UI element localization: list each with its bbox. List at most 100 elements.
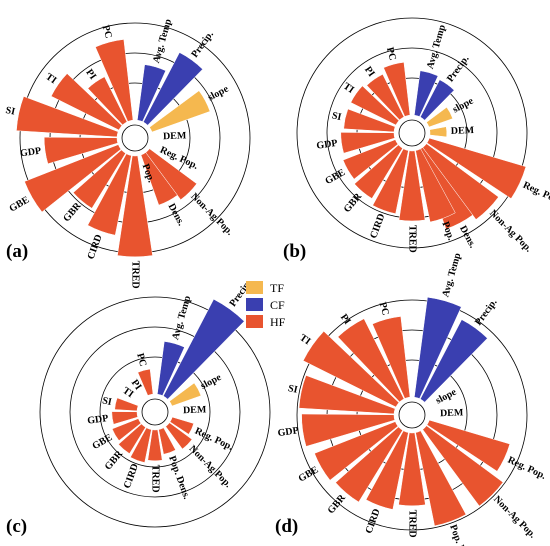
label-gdp: GDP <box>87 413 109 427</box>
legend-swatch-tf <box>246 281 263 294</box>
label-cird: CIRD <box>122 462 141 490</box>
label-tred: TRED <box>407 510 418 538</box>
bar-precip <box>419 319 488 403</box>
bar-tred <box>398 432 426 507</box>
label-si: SI <box>287 383 299 396</box>
panel-letter: (d) <box>275 516 298 537</box>
bar-gdp <box>301 413 396 447</box>
bar-slope <box>426 106 454 128</box>
bar-si <box>343 108 396 133</box>
ring-3 <box>69 326 241 498</box>
bar-ti <box>302 330 400 408</box>
label-pc: PC <box>100 24 114 40</box>
bar-pop-dens <box>158 427 176 455</box>
bar-pi <box>87 76 128 126</box>
label-gdp: GDP <box>277 425 299 439</box>
label-cird: CIRD <box>86 233 105 261</box>
bar-gdp <box>111 411 139 425</box>
bar-reg-pop <box>426 419 511 472</box>
bar-gbr <box>335 426 403 503</box>
legend-swatch-hf <box>246 315 263 328</box>
bar-avg-temp <box>414 296 462 399</box>
bar-gbe <box>314 421 399 481</box>
label-precip: Precip. <box>189 29 216 60</box>
bar-precip <box>142 52 203 126</box>
bar-slope <box>169 382 202 407</box>
ring-1 <box>398 119 426 147</box>
legend: TF CF HF <box>246 281 286 329</box>
label-gbe: GBE <box>8 194 32 214</box>
label-non-ag-pop: Non-Ag Pop. <box>487 208 534 255</box>
bar-tred <box>117 155 153 258</box>
label-gbr: GBR <box>326 492 349 516</box>
bar-si <box>114 397 139 412</box>
label-precip: Precip. <box>473 297 500 328</box>
bar-pc <box>372 316 411 399</box>
bar-tred <box>398 150 426 222</box>
bar-dem <box>429 126 448 138</box>
legend-label-tf: TF <box>270 281 284 295</box>
label-pi: PI <box>83 67 98 82</box>
label-non-ag-pop: Non-Ag Pop. <box>188 191 235 238</box>
bar-non-ag-pop <box>145 148 198 201</box>
ring-4 <box>296 17 528 249</box>
bar-non-ag-pop <box>165 422 193 450</box>
bar-dens <box>417 147 474 230</box>
label-reg-pop: Reg. Pop. <box>506 455 548 482</box>
bar-ti <box>350 85 400 126</box>
label-avg-temp: Avg. Temp <box>425 23 448 70</box>
bar-cird <box>365 430 409 510</box>
label-pi: PI <box>362 65 377 80</box>
panel-letter: (a) <box>6 241 28 262</box>
label-slope: slope <box>199 372 224 392</box>
bar-pc <box>383 62 411 117</box>
label-pop-dens: Pop. Dens. <box>166 454 192 501</box>
bar-avg-temp <box>157 341 185 396</box>
label-slope: slope <box>434 386 459 406</box>
ring-1 <box>121 124 149 152</box>
bar-slope <box>149 90 211 133</box>
label-gdp: GDP <box>316 138 338 152</box>
label-gbe: GBE <box>91 432 115 452</box>
bar-si <box>16 96 119 138</box>
bar-gbe <box>24 144 122 213</box>
bar-pi <box>366 73 405 121</box>
label-dem: DEM <box>163 130 187 142</box>
label-gdp: GDP <box>19 146 41 160</box>
label-ti: TI <box>297 332 312 347</box>
label-cird: CIRD <box>368 212 387 240</box>
label-dem: DEM <box>440 407 464 419</box>
bar-non-ag-pop <box>422 143 499 220</box>
bar-gbr <box>354 144 403 199</box>
bar-gdp <box>340 132 396 154</box>
bar-dens <box>140 152 178 206</box>
bar-tred <box>147 429 163 462</box>
label-avg-temp: Avg. Temp <box>440 251 463 298</box>
ring-2 <box>99 356 211 468</box>
bar-precip <box>419 79 455 121</box>
label-tred: TRED <box>130 261 141 289</box>
bar-non-ag-pop <box>422 425 504 507</box>
bar-gbr <box>72 149 126 209</box>
bar-pc <box>137 368 154 396</box>
ring-1 <box>398 401 426 429</box>
label-tred: TRED <box>407 225 418 253</box>
bar-cird <box>130 427 152 463</box>
bar-gbe <box>111 418 142 441</box>
label-tred: TRED <box>150 465 161 493</box>
ring-4 <box>39 296 271 528</box>
label-dem: DEM <box>183 404 207 416</box>
legend-label-hf: HF <box>270 315 286 329</box>
label-si: SI <box>101 395 113 408</box>
panel-letter: (c) <box>6 516 27 537</box>
label-pop-dens: Pop. Dens. <box>447 523 473 546</box>
label-dem: DEM <box>451 125 475 137</box>
panel-letter: (b) <box>283 241 306 262</box>
bar-avg-temp <box>137 64 167 122</box>
bar-avg-temp <box>414 70 439 117</box>
label-pc: PC <box>134 352 148 368</box>
label-pc: PC <box>377 301 391 317</box>
